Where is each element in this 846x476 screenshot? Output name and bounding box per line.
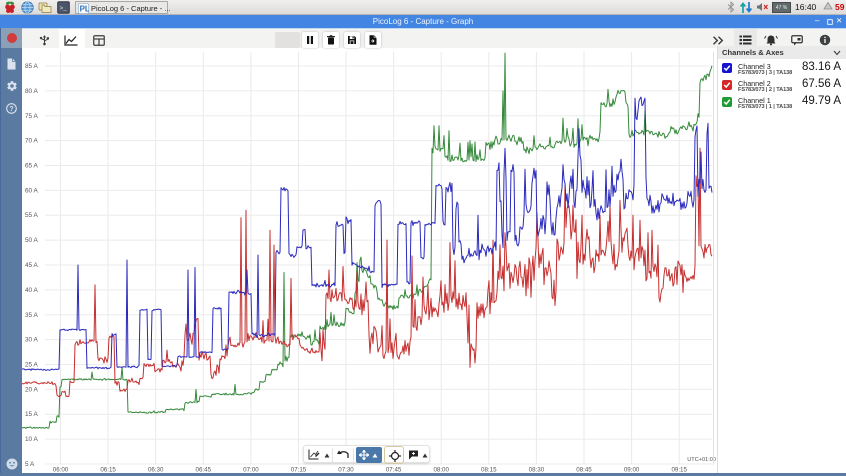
svg-text:09:15: 09:15 [671,467,687,474]
svg-text:60 A: 60 A [25,187,39,194]
svg-text:55 A: 55 A [25,212,39,219]
svg-text:PL: PL [80,4,89,13]
svg-text:08:15: 08:15 [481,467,497,474]
svg-text:80 A: 80 A [25,88,39,95]
svg-text:45 A: 45 A [25,262,39,269]
svg-text:15 A: 15 A [25,411,39,418]
svg-text:08:45: 08:45 [576,467,592,474]
svg-text:06:15: 06:15 [100,467,116,474]
svg-text:25 A: 25 A [25,362,39,369]
svg-text:40 A: 40 A [25,287,39,294]
svg-text:07:15: 07:15 [291,467,307,474]
svg-text:30 A: 30 A [25,337,39,344]
svg-text:09:00: 09:00 [624,467,640,474]
svg-text:07:00: 07:00 [243,467,259,474]
svg-text:08:00: 08:00 [433,467,449,474]
svg-text:5 A: 5 A [25,461,35,468]
svg-text:07:30: 07:30 [338,467,354,474]
svg-text:50 A: 50 A [25,237,39,244]
svg-text:10 A: 10 A [25,436,39,443]
svg-text:UTC+01:00: UTC+01:00 [687,457,716,463]
svg-text:85 A: 85 A [25,63,39,70]
svg-text:07:45: 07:45 [386,467,402,474]
svg-text:75 A: 75 A [25,113,39,120]
svg-text:20 A: 20 A [25,386,39,393]
svg-text:35 A: 35 A [25,312,39,319]
svg-text:06:00: 06:00 [53,467,69,474]
svg-text:08:30: 08:30 [529,467,545,474]
svg-text:70 A: 70 A [25,138,39,145]
svg-text:>_: >_ [60,5,68,12]
svg-text:06:45: 06:45 [196,467,212,474]
svg-text:65 A: 65 A [25,163,39,170]
svg-text:?: ? [9,106,13,113]
svg-text:06:30: 06:30 [148,467,164,474]
